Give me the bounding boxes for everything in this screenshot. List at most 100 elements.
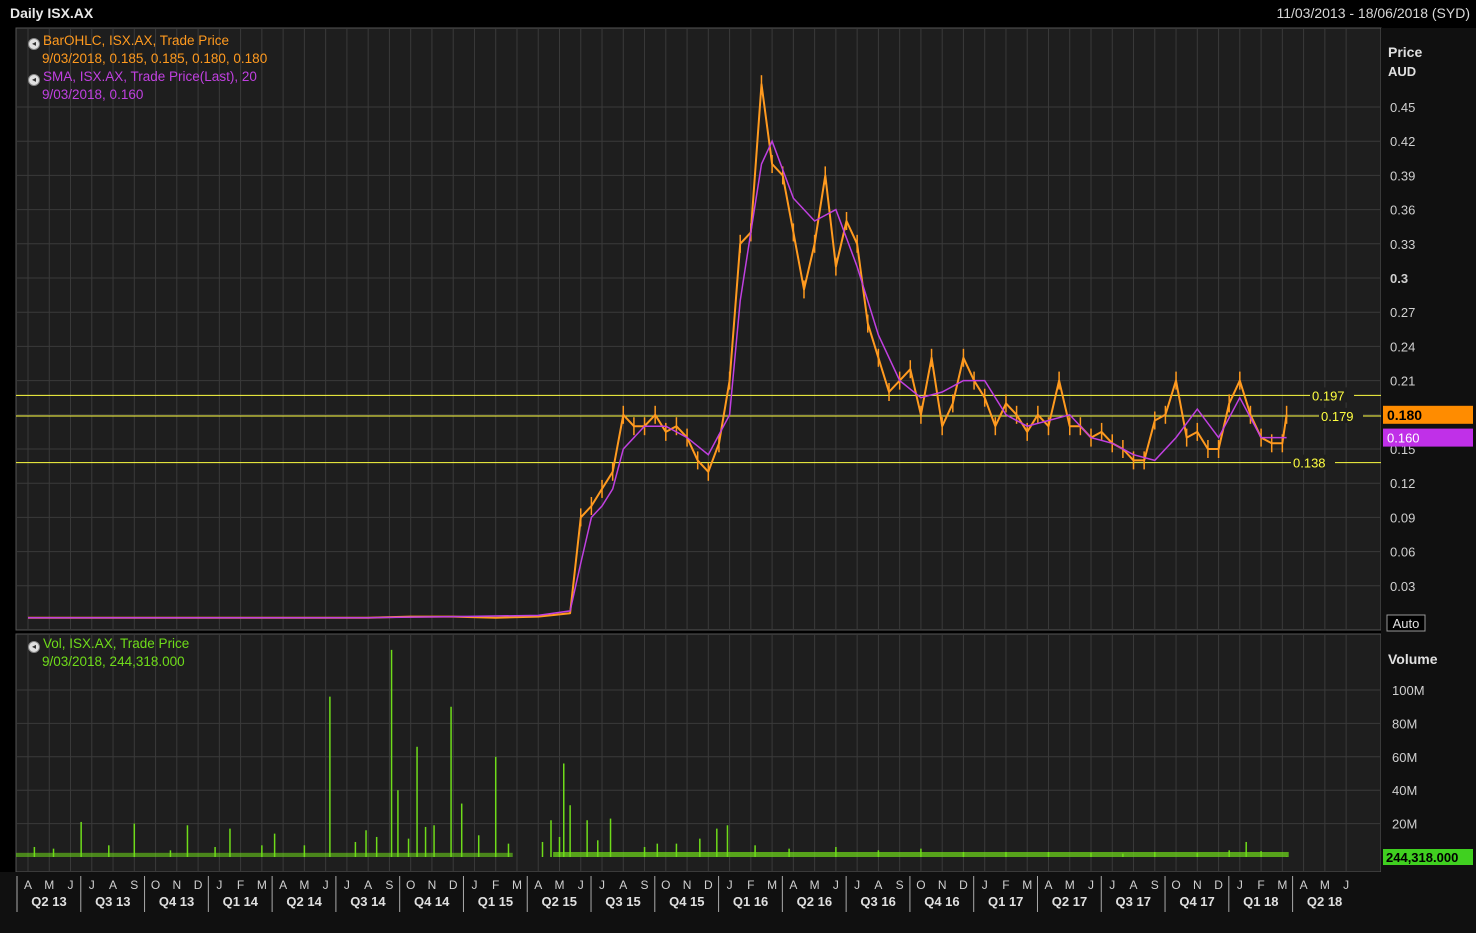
quarter-tick-label: Q2 13 (31, 894, 66, 909)
month-tick-label: A (789, 878, 797, 892)
legend-bar-values: 9/03/2018, 0.185, 0.185, 0.180, 0.180 (42, 51, 268, 66)
month-tick-label: A (279, 878, 287, 892)
quarter-tick-label: Q1 17 (988, 894, 1023, 909)
legend-bar-label: BarOHLC, ISX.AX, Trade Price (43, 33, 230, 48)
volume-pane (15, 633, 1382, 873)
quarter-tick-label: Q4 14 (414, 894, 450, 909)
price-tick-label: 0.27 (1390, 305, 1415, 320)
month-tick-label: M (257, 878, 267, 892)
quarter-tick-label: Q3 17 (1116, 894, 1151, 909)
sma-tag-label: 0.160 (1387, 431, 1420, 446)
month-tick-label: J (727, 878, 733, 892)
collapse-icon[interactable]: ◂ (28, 641, 40, 653)
month-tick-label: J (833, 878, 839, 892)
month-tick-label: A (1044, 878, 1052, 892)
month-tick-label: M (810, 878, 820, 892)
month-tick-label: A (364, 878, 372, 892)
month-tick-label: J (471, 878, 477, 892)
month-tick-label: M (555, 878, 565, 892)
collapse-icon[interactable]: ◂ (28, 38, 40, 50)
level-label: 0.138 (1293, 456, 1326, 471)
quarter-tick-label: Q3 14 (350, 894, 386, 909)
month-tick-label: D (704, 878, 713, 892)
sma-series (28, 139, 1287, 619)
month-tick-label: D (194, 878, 203, 892)
month-tick-label: A (1130, 878, 1138, 892)
month-tick-label: M (767, 878, 777, 892)
month-tick-label: D (1214, 878, 1223, 892)
price-tick-label: 0.09 (1390, 510, 1415, 525)
month-tick-label: A (24, 878, 32, 892)
month-tick-label: S (130, 878, 138, 892)
legend-sma-label: SMA, ISX.AX, Trade Price(Last), 20 (43, 69, 257, 84)
current-volume-tag (1383, 849, 1473, 865)
volume-tick-label: 100M (1392, 683, 1425, 698)
month-tick-label: O (406, 878, 415, 892)
month-tick-label: A (874, 878, 882, 892)
legend-vol-label: Vol, ISX.AX, Trade Price (43, 636, 190, 651)
month-tick-label: J (1088, 878, 1094, 892)
price-tick-label: 0.42 (1390, 134, 1415, 149)
quarter-tick-label: Q1 16 (733, 894, 768, 909)
month-tick-label: M (1022, 878, 1032, 892)
month-tick-label: S (385, 878, 393, 892)
quarter-tick-label: Q1 18 (1243, 894, 1278, 909)
month-tick-label: J (982, 878, 988, 892)
month-tick-label: F (747, 878, 754, 892)
month-tick-label: M (299, 878, 309, 892)
level-label: 0.179 (1321, 409, 1354, 424)
legend-sma-values: 9/03/2018, 0.160 (42, 87, 144, 102)
quarter-tick-label: Q4 15 (669, 894, 704, 909)
price-axis-unit: AUD (1388, 64, 1416, 79)
time-axis-pane (0, 872, 1476, 933)
auto-scale-label: Auto (1393, 616, 1420, 631)
month-tick-label: F (1257, 878, 1264, 892)
month-tick-label: O (151, 878, 160, 892)
quarter-tick-label: Q4 17 (1179, 894, 1214, 909)
month-tick-label: J (344, 878, 350, 892)
legend-sma[interactable]: ◂ SMA, ISX.AX, Trade Price(Last), 20 (28, 69, 257, 86)
month-tick-label: M (1065, 878, 1075, 892)
legend-vol[interactable]: ◂ Vol, ISX.AX, Trade Price (28, 636, 189, 653)
volume-tick-label: 60M (1392, 750, 1417, 765)
month-tick-label: J (1109, 878, 1115, 892)
month-tick-label: J (216, 878, 222, 892)
month-tick-label: F (1002, 878, 1009, 892)
month-tick-label: J (1237, 878, 1243, 892)
month-tick-label: J (89, 878, 95, 892)
quarter-tick-label: Q2 14 (286, 894, 322, 909)
price-tick-label: 0.21 (1390, 374, 1415, 389)
month-tick-label: J (854, 878, 860, 892)
month-tick-label: A (619, 878, 627, 892)
quarter-tick-label: Q3 15 (605, 894, 640, 909)
month-tick-label: O (916, 878, 925, 892)
month-tick-label: M (44, 878, 54, 892)
legend-bar[interactable]: ◂ BarOHLC, ISX.AX, Trade Price (28, 33, 229, 50)
quarter-tick-label: Q2 16 (797, 894, 832, 909)
quarter-tick-label: Q2 15 (542, 894, 577, 909)
price-pane (15, 27, 1382, 631)
price-tick-label: 0.36 (1390, 203, 1415, 218)
title-bar: Daily ISX.AX 11/03/2013 - 18/06/2018 (SY… (0, 0, 1476, 27)
current-volume-tag-label: 244,318.000 (1386, 850, 1458, 865)
volume-baseline (16, 852, 513, 857)
month-tick-label: N (938, 878, 947, 892)
price-tick-label: 0.06 (1390, 545, 1415, 560)
month-tick-label: F (237, 878, 244, 892)
current-price-tag (1383, 405, 1473, 424)
collapse-icon[interactable]: ◂ (28, 74, 40, 86)
quarter-tick-label: Q4 16 (924, 894, 959, 909)
price-tick-label: 0.3 (1390, 271, 1408, 286)
chart-title: Daily ISX.AX (10, 5, 94, 21)
month-tick-label: N (683, 878, 692, 892)
price-tick-label: 0.33 (1390, 237, 1415, 252)
level-label: 0.197 (1312, 388, 1345, 403)
quarter-tick-label: Q4 13 (159, 894, 194, 909)
month-tick-label: A (109, 878, 117, 892)
month-tick-label: F (492, 878, 499, 892)
quarter-tick-label: Q1 14 (223, 894, 259, 909)
month-tick-label: M (512, 878, 522, 892)
volume-baseline (553, 851, 1289, 857)
month-tick-label: M (1277, 878, 1287, 892)
